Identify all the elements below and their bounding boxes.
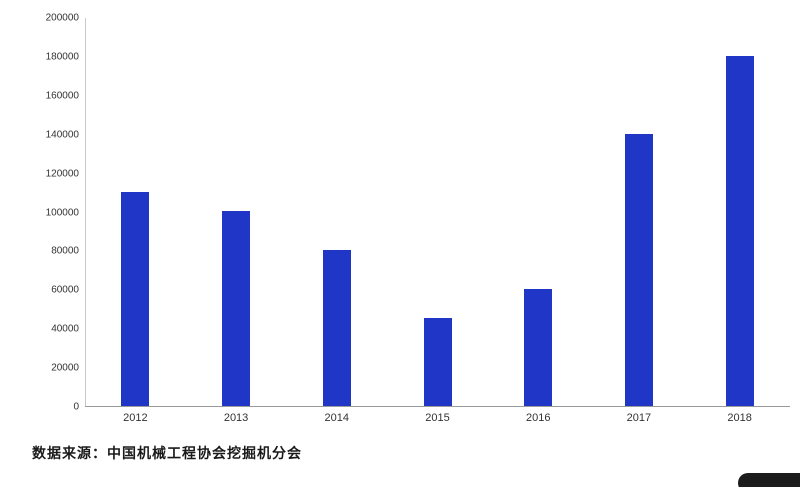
y-tick-label: 20000 <box>51 362 79 374</box>
bar-2015 <box>423 318 452 406</box>
x-tick-label: 2017 <box>626 412 652 424</box>
y-tick-label: 100000 <box>45 207 79 218</box>
y-tick-label: 120000 <box>45 168 79 180</box>
x-tick-label: 2013 <box>223 412 249 424</box>
y-tick-label: 0 <box>73 401 79 413</box>
x-tick-label: 2018 <box>727 412 752 424</box>
y-tick-label: 60000 <box>51 284 79 296</box>
y-axis-line <box>85 18 86 407</box>
plot-area <box>85 18 790 407</box>
x-tick-label: 2014 <box>324 412 350 424</box>
x-tick-label: 2012 <box>123 412 148 424</box>
y-tick-label: 200000 <box>45 12 79 24</box>
y-tick-label: 160000 <box>45 90 79 102</box>
x-tick-label: 2015 <box>425 412 450 424</box>
corner-overlay-shape <box>738 473 800 487</box>
bar-2013 <box>222 211 251 406</box>
y-tick-label: 180000 <box>45 51 79 63</box>
y-tick-label: 140000 <box>45 129 79 141</box>
x-tick-label: 2016 <box>525 412 551 424</box>
y-tick-label: 40000 <box>51 323 79 335</box>
x-axis-line <box>85 406 790 407</box>
source-caption: 数据来源：中国机械工程协会挖掘机分会 <box>32 445 302 461</box>
bar-2016 <box>524 289 553 406</box>
bar-2017 <box>624 134 653 406</box>
y-tick-label: 80000 <box>51 245 79 257</box>
bar-2014 <box>322 250 351 406</box>
bar-2012 <box>121 192 150 406</box>
bar-2018 <box>725 56 754 406</box>
